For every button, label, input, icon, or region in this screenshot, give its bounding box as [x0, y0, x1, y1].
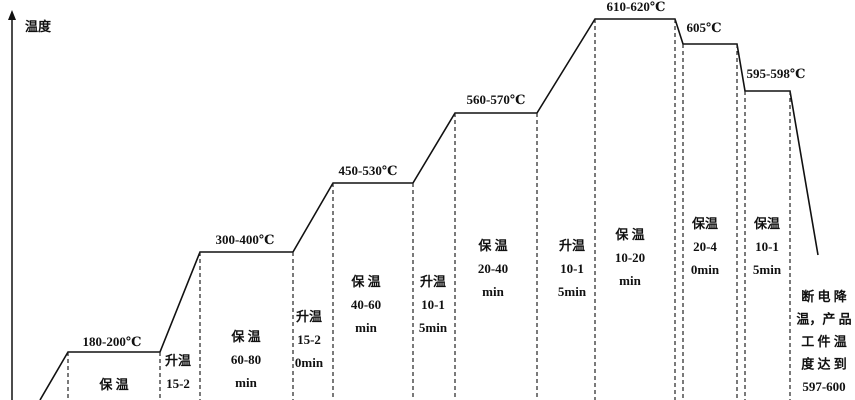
dividers — [67, 19, 791, 400]
stage-note: 升温 — [165, 353, 191, 368]
stage-note: 断 电 降 — [801, 289, 848, 304]
stage-note: 保 温 — [477, 238, 507, 253]
temperature-profile — [39, 18, 819, 400]
stage-note: 保 温 — [350, 274, 380, 289]
stage-note: 温，产 品 — [796, 311, 851, 326]
stage-note: 保温 — [753, 216, 780, 231]
stage-note: 10-1 — [560, 261, 584, 276]
stage-note: 597-600 — [802, 379, 845, 394]
axis-label: 温度 — [25, 19, 52, 34]
stage-note: 升温 — [559, 238, 585, 253]
stage-note: 15-2 — [166, 376, 190, 391]
stage-note: 5min — [753, 262, 782, 277]
stage-note: 60-80 — [231, 352, 261, 367]
stage-note: 保 温 — [98, 377, 128, 392]
axis-arrow — [8, 10, 16, 20]
temperature-label: 595-598℃ — [747, 66, 806, 81]
stage-note: min — [355, 320, 377, 335]
temperature-label: 560-570℃ — [467, 92, 526, 107]
stage-note: 升温 — [296, 309, 322, 324]
stage-note: 保 温 — [230, 329, 260, 344]
stage-note: 5min — [558, 284, 587, 299]
stage-note: 10-1 — [755, 239, 779, 254]
temperature-label: 300-400℃ — [216, 232, 275, 247]
stage-note: 保 温 — [614, 227, 644, 242]
stage-note: min — [235, 375, 257, 390]
stage-note: 5min — [419, 320, 448, 335]
temperature-label: 605℃ — [686, 20, 721, 35]
stage-note: 20-40 — [478, 261, 508, 276]
temperature-label: 180-200℃ — [83, 334, 142, 349]
stage-note: 15-2 — [297, 332, 321, 347]
stage-note: 0min — [691, 262, 720, 277]
stage-note: 0min — [295, 355, 324, 370]
temperature-label: 450-530℃ — [339, 163, 398, 178]
temperature-label: 610-620℃ — [607, 0, 666, 14]
stage-note: 工 件 温 — [801, 334, 847, 349]
stage-note: 10-20 — [615, 250, 645, 265]
stage-note: 10-1 — [421, 297, 445, 312]
stage-note: 保温 — [691, 216, 718, 231]
stage-note: min — [619, 273, 641, 288]
stage-note: 20-4 — [693, 239, 717, 254]
stage-note: min — [482, 284, 504, 299]
stage-note: 升温 — [420, 274, 446, 289]
stage-note: 度 达 到 — [801, 356, 847, 371]
stage-note: 40-60 — [351, 297, 381, 312]
